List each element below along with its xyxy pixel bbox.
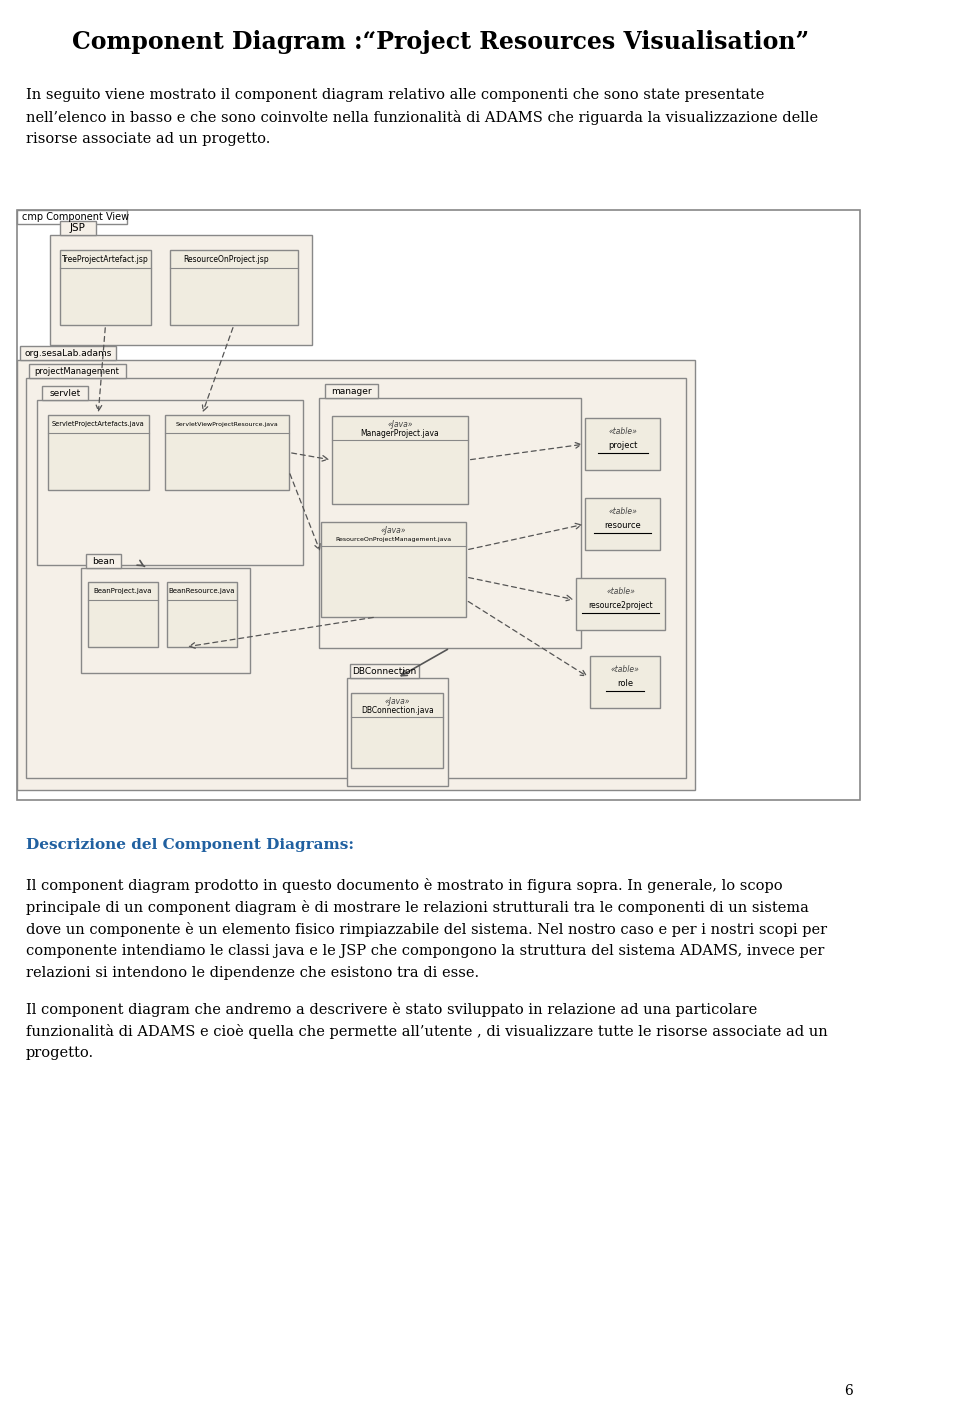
Text: role: role	[617, 679, 634, 688]
FancyBboxPatch shape	[319, 398, 581, 648]
Text: principale di un component diagram è di mostrare le relazioni strutturali tra le: principale di un component diagram è di …	[26, 900, 808, 916]
Text: TreeProjectArtefact.jsp: TreeProjectArtefact.jsp	[62, 255, 149, 263]
Text: 6: 6	[844, 1384, 853, 1398]
FancyBboxPatch shape	[30, 364, 126, 378]
Text: ManagerProject.java: ManagerProject.java	[361, 429, 440, 437]
Text: «Java»: «Java»	[384, 696, 410, 706]
Text: «table»: «table»	[609, 507, 637, 515]
FancyBboxPatch shape	[170, 250, 299, 325]
Text: componente intendiamo le classi java e le JSP che compongono la struttura del si: componente intendiamo le classi java e l…	[26, 944, 824, 958]
FancyBboxPatch shape	[88, 582, 157, 647]
Text: ServletViewProjectResource.java: ServletViewProjectResource.java	[176, 422, 278, 426]
FancyBboxPatch shape	[86, 555, 121, 567]
FancyBboxPatch shape	[51, 235, 312, 345]
Text: DBConnection.java: DBConnection.java	[361, 706, 434, 715]
FancyBboxPatch shape	[60, 250, 152, 325]
FancyBboxPatch shape	[350, 664, 420, 678]
Text: ServletProjectArtefacts.java: ServletProjectArtefacts.java	[52, 422, 145, 427]
FancyBboxPatch shape	[321, 522, 466, 617]
Text: Il component diagram prodotto in questo documento è mostrato in figura sopra. In: Il component diagram prodotto in questo …	[26, 877, 782, 893]
Text: progetto.: progetto.	[26, 1046, 94, 1060]
Text: risorse associate ad un progetto.: risorse associate ad un progetto.	[26, 132, 270, 146]
FancyBboxPatch shape	[26, 378, 686, 778]
FancyBboxPatch shape	[165, 415, 289, 490]
Text: Component Diagram :“Project Resources Visualisation”: Component Diagram :“Project Resources Vi…	[72, 30, 809, 54]
FancyBboxPatch shape	[48, 415, 149, 490]
Text: JSP: JSP	[70, 224, 85, 233]
Text: Descrizione del Component Diagrams:: Descrizione del Component Diagrams:	[26, 838, 353, 852]
FancyBboxPatch shape	[332, 416, 468, 504]
Text: manager: manager	[331, 386, 372, 396]
Text: «Java»: «Java»	[387, 419, 413, 429]
Text: servlet: servlet	[50, 389, 81, 398]
Text: ResourceOnProjectManagement.java: ResourceOnProjectManagement.java	[335, 536, 451, 542]
FancyBboxPatch shape	[16, 209, 860, 799]
FancyBboxPatch shape	[81, 567, 251, 674]
Text: BeanProject.java: BeanProject.java	[94, 589, 153, 594]
FancyBboxPatch shape	[589, 657, 660, 708]
FancyBboxPatch shape	[347, 678, 447, 785]
Text: project: project	[608, 440, 637, 450]
Text: dove un componente è un elemento fisico rimpiazzabile del sistema. Nel nostro ca: dove un componente è un elemento fisico …	[26, 923, 827, 937]
FancyBboxPatch shape	[586, 417, 660, 470]
Text: relazioni si intendono le dipendenze che esistono tra di esse.: relazioni si intendono le dipendenze che…	[26, 966, 479, 981]
FancyBboxPatch shape	[16, 209, 127, 224]
Text: DBConnection: DBConnection	[352, 666, 417, 675]
Text: BeanResource.java: BeanResource.java	[169, 589, 235, 594]
Text: ResourceOnProject.jsp: ResourceOnProject.jsp	[183, 255, 270, 263]
Text: bean: bean	[92, 556, 115, 566]
Text: «table»: «table»	[606, 586, 635, 596]
Text: Il component diagram che andremo a descrivere è stato sviluppato in relazione ad: Il component diagram che andremo a descr…	[26, 1002, 756, 1017]
Text: resource: resource	[605, 521, 641, 529]
Text: funzionalità di ADAMS e cioè quella che permette all’utente , di visualizzare tu: funzionalità di ADAMS e cioè quella che …	[26, 1024, 828, 1039]
FancyBboxPatch shape	[351, 693, 443, 768]
FancyBboxPatch shape	[60, 221, 96, 235]
Text: cmp Component View: cmp Component View	[22, 212, 130, 222]
FancyBboxPatch shape	[324, 383, 378, 398]
Text: «table»: «table»	[611, 665, 639, 674]
Text: «Java»: «Java»	[381, 525, 406, 535]
Text: projectManagement: projectManagement	[35, 366, 119, 375]
FancyBboxPatch shape	[586, 498, 660, 550]
FancyBboxPatch shape	[42, 386, 88, 400]
FancyBboxPatch shape	[16, 359, 695, 790]
Text: In seguito viene mostrato il component diagram relativo alle componenti che sono: In seguito viene mostrato il component d…	[26, 88, 764, 102]
FancyBboxPatch shape	[36, 400, 302, 565]
Text: resource2project: resource2project	[588, 600, 653, 610]
Text: nell’elenco in basso e che sono coinvolte nella funzionalità di ADAMS che riguar: nell’elenco in basso e che sono coinvolt…	[26, 110, 818, 125]
Text: org.sesaLab.adams: org.sesaLab.adams	[24, 348, 111, 358]
FancyBboxPatch shape	[576, 577, 665, 630]
FancyBboxPatch shape	[20, 347, 116, 359]
Text: «table»: «table»	[609, 426, 637, 436]
FancyBboxPatch shape	[167, 582, 237, 647]
